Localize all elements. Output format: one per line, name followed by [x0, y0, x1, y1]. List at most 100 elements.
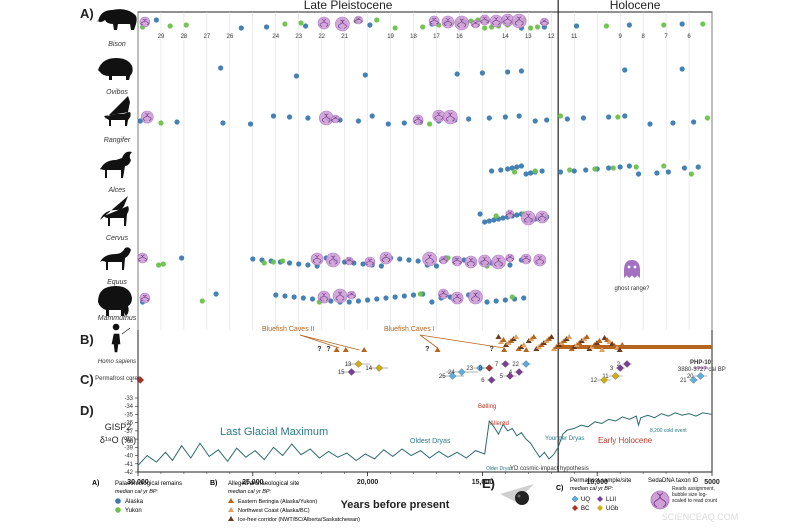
dna-icon	[142, 113, 152, 121]
dna-icon	[452, 257, 462, 265]
specimen-point-mammuthus	[309, 296, 316, 302]
specimen-point-rangifer	[270, 113, 277, 119]
dna-icon	[429, 17, 439, 25]
x-tick-label-minor: 22	[318, 34, 325, 40]
permafrost-label: Permafrost cores	[95, 376, 141, 382]
sedadna-bubble	[364, 256, 376, 268]
site-marker-eastern-beringia	[434, 347, 441, 352]
site-marker	[495, 334, 502, 339]
specimen-point-bison	[282, 21, 288, 27]
core-id-label: 14	[365, 366, 372, 372]
core-id-label: 12	[590, 378, 597, 384]
core-marker	[485, 364, 494, 372]
specimen-point-equus	[305, 262, 311, 268]
dna-icon	[138, 254, 147, 262]
dna-icon	[540, 19, 549, 25]
specimen-point-alces	[498, 167, 504, 173]
legend-a-letter: A)	[92, 480, 99, 487]
panel-label-c: C)	[80, 372, 94, 387]
specimen-point-bison	[238, 25, 244, 31]
specimen-point-alces	[511, 169, 518, 175]
core-id-label: 2	[617, 362, 621, 368]
specimen-point-mammuthus	[300, 295, 306, 301]
gisp2-label: GISP2	[105, 422, 132, 432]
sedadna-bubble	[310, 252, 324, 266]
specimen-point-ovibos	[362, 72, 368, 78]
php-label: PHP-10	[690, 360, 712, 366]
specimen-point-alces	[514, 164, 520, 170]
y-tick-label: -37	[124, 429, 133, 435]
specimen-point-equus	[160, 261, 166, 267]
core-marker	[522, 360, 530, 368]
watermark: SCIENCEAQ.COM	[662, 512, 739, 522]
x-tick-label-minor: 18	[410, 34, 417, 40]
site-marker	[500, 337, 507, 342]
specimen-point-rangifer	[691, 119, 697, 125]
dna-icon	[491, 17, 501, 25]
specimen-point-ovibos	[479, 70, 485, 76]
x-tick-label-minor: 27	[204, 34, 211, 40]
climate-annotation: Oldest Dryas	[410, 438, 451, 445]
sedadna-bubble	[439, 255, 448, 265]
legend-alaska-dot	[115, 498, 121, 504]
core-id-label: 20	[687, 374, 694, 380]
x-tick-label-minor: 8	[641, 34, 645, 40]
sedadna-bubble	[450, 291, 464, 305]
sedadna-bubble	[489, 14, 503, 28]
d18o-axis-label: δ¹⁸O (‰)	[100, 435, 136, 445]
specimen-point-rangifer	[647, 121, 653, 127]
specimen-point-alces	[606, 165, 612, 171]
x-tick-label-minor: 26	[226, 34, 233, 40]
specimen-point-rangifer	[615, 114, 621, 120]
specimen-point-alces	[488, 168, 495, 174]
specimen-point-rangifer	[220, 120, 226, 126]
dna-icon	[466, 258, 476, 266]
x-tick-label-major: 15,000	[472, 479, 494, 486]
legend-a-title: Palaeontological remains	[115, 481, 182, 487]
sedadna-bubble	[451, 255, 463, 267]
specimen-point-mammuthus	[355, 298, 362, 304]
sedadna-bubble	[335, 16, 350, 32]
core-id-label: 8	[479, 366, 483, 372]
x-tick-label-minor: 16	[456, 34, 463, 40]
sedadna-bubble	[441, 15, 455, 29]
core-id-label: 21	[680, 378, 687, 384]
question-mark: ?	[425, 346, 429, 353]
specimen-point-cervus	[500, 215, 506, 221]
specimen-point-rangifer	[286, 114, 293, 120]
dna-icon	[653, 492, 667, 508]
question-mark: ?	[326, 346, 330, 353]
specimen-point-rangifer	[466, 116, 472, 122]
specimen-point-ovibos	[679, 66, 685, 72]
specimen-point-mammuthus	[383, 295, 389, 301]
specimen-point-alces	[626, 163, 632, 169]
legends: A) Palaeontological remains median cal y…	[92, 478, 717, 523]
era-label-pleistocene: Late Pleistocene	[304, 0, 393, 12]
specimen-point-alces	[617, 164, 623, 170]
sedadna-bubble	[139, 16, 151, 28]
specimen-point-alces	[523, 171, 529, 177]
sedadna-bubble	[533, 253, 547, 267]
specimen-point-mammuthus	[401, 293, 407, 299]
specimen-point-equus	[433, 263, 440, 269]
bluefish-caves-1-label: Bluefish Caves I	[384, 326, 435, 333]
legend-northwest-coast-label: Northwest Coast (Alaska/BC)	[238, 508, 310, 514]
specimen-point-bison	[603, 23, 609, 29]
legend-uq-label: UQ	[581, 497, 590, 503]
specimen-point-alces	[654, 170, 660, 176]
legend-b-letter: B)	[210, 480, 217, 487]
legend-eastern-beringia-label: Eastern Beringia (Alaska/Yukon)	[238, 499, 317, 505]
sedadna-bubble	[464, 255, 478, 269]
specimen-point-mammuthus	[484, 299, 490, 305]
core-id-label: 1	[130, 378, 134, 384]
specimen-point-equus	[280, 258, 286, 264]
question-mark: ?	[317, 346, 321, 353]
core-marker	[136, 376, 145, 384]
panel-b-archaeology: ????	[299, 334, 712, 353]
x-tick-label-minor: 13	[525, 34, 532, 40]
y-tick-label: -35	[124, 412, 133, 418]
taxon-label-mammuthus: Mammuthus	[98, 315, 137, 322]
specimen-point-rangifer	[369, 113, 375, 119]
specimen-point-alces	[661, 163, 667, 169]
specimen-point-rangifer	[516, 113, 522, 119]
